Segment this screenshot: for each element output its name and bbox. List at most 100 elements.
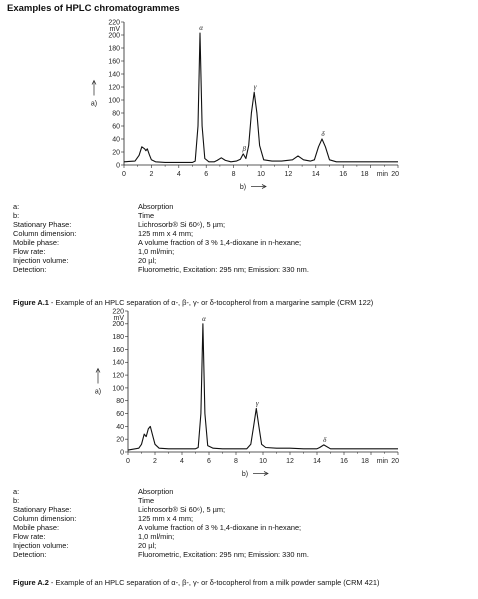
legend-a1-value: Lichrosorb® Si 60⁶), 5 µm;: [138, 220, 226, 229]
chart-a2-y-tick-label: 200: [112, 321, 124, 328]
chart-a2-y-tick-label: 100: [112, 385, 124, 392]
legend-a2-row: a: Absorption: [13, 487, 309, 496]
caption-a2: Figure A.2 - Example of an HPLC separati…: [13, 578, 379, 587]
legend-a2-row: Mobile phase: A volume fraction of 3 % 1,…: [13, 523, 309, 532]
chart-a1-x-tick-label: 14: [312, 171, 320, 178]
legend-a2-row: Flow rate: 1,0 ml/min;: [13, 532, 309, 541]
chart-a1-y-tick-label: 140: [108, 71, 120, 78]
chart-a1-peak-label: α: [199, 24, 203, 32]
legend-a2-value: Fluorometric, Excitation: 295 nm; Emissi…: [138, 550, 309, 559]
chart-a2-x-tick-label: 10: [259, 458, 267, 465]
legend-a1-key: Injection volume:: [13, 256, 69, 265]
legend-a1-value: A volume fraction of 3 % 1,4-dioxane in …: [138, 238, 302, 247]
chart-a1-peak-label: β: [241, 145, 246, 153]
legend-a1-key: Stationary Phase:: [13, 220, 72, 229]
chart-a2-x-tick-label: 18: [361, 458, 369, 465]
legend-a1-key: Flow rate:: [13, 247, 46, 256]
legend-a2-row: Detection: Fluorometric, Excitation: 295 …: [13, 550, 309, 559]
legend-a1-value: 20 µl;: [138, 256, 157, 265]
legend-a1-value: 125 mm x 4 mm;: [138, 229, 194, 238]
caption-a2-label: Figure A.2: [13, 578, 49, 587]
chart-a1-x-label: b): [240, 184, 246, 191]
legend-a2-value: Time: [138, 496, 155, 505]
legend-a1-row: Stationary Phase: Lichrosorb® Si 60⁶), 5 …: [13, 220, 309, 229]
legend-a1-row: Column dimension: 125 mm x 4 mm;: [13, 229, 309, 238]
chart-a1-peak-label: γ: [254, 83, 257, 91]
caption-a1-label: Figure A.1: [13, 298, 49, 307]
chart-a2-x-unit: min: [377, 458, 388, 465]
chart-a2-y-tick-label: 140: [112, 360, 124, 367]
chart-a2-y-tick-label: 60: [116, 411, 124, 418]
chart-a2-y-tick-label: 220: [112, 308, 124, 315]
legend-a1-row: b: Time: [13, 211, 309, 220]
chart-a2-y-tick-label: 180: [112, 334, 124, 341]
chart-a1-x-tick-label: 12: [285, 171, 293, 178]
chart-a2-trace: [127, 323, 398, 451]
chart-a2-peak-label: α: [202, 315, 206, 323]
chart-a2-x-tick-label: 6: [207, 458, 211, 465]
legend-a2-key: Injection volume:: [13, 541, 69, 550]
chart-a2-y-arrowhead: [95, 367, 101, 373]
chart-a1-x-arrowhead: [261, 184, 267, 189]
legend-a2-value: Lichrosorb® Si 60⁶), 5 µm;: [138, 505, 226, 514]
chart-a2-y-tick-label: 0: [120, 449, 124, 456]
chart-a1-y-tick-label: 20: [112, 149, 120, 156]
chart-a2-x-tick-label: 2: [153, 458, 157, 465]
legend-a1-row: a: Absorption: [13, 202, 309, 211]
caption-a1: Figure A.1 - Example of an HPLC separati…: [13, 298, 373, 307]
legend-a1-key: Mobile phase:: [13, 238, 60, 247]
chart-a1-x-tick-label: 10: [257, 171, 265, 178]
chart-a1-y-tick-label: 100: [108, 97, 120, 104]
legend-a2-value: A volume fraction of 3 % 1,4-dioxane in …: [138, 523, 302, 532]
legend-a2-value: Absorption: [138, 487, 174, 496]
chart-a1-y-unit: mV: [110, 26, 121, 33]
chart-a1-y-tick-label: 200: [108, 32, 120, 39]
chart-a1-x-tick-label: 4: [177, 171, 181, 178]
legend-a1-value: Time: [138, 211, 155, 220]
chart-a2-y-unit: mV: [114, 315, 125, 322]
chart-a1-x-unit: min: [377, 171, 388, 178]
chart-a1-y-tick-label: 0: [116, 162, 120, 169]
legend-a1-row: Injection volume: 20 µl;: [13, 256, 309, 265]
chart-a2-x-tick-label: 20: [391, 458, 399, 465]
legend-a2-key: Column dimension:: [13, 514, 77, 523]
chart-a2-y-tick-label: 80: [116, 398, 124, 405]
caption-a2-text: - Example of an HPLC separation of α-, β…: [48, 578, 380, 587]
chart-a2-peak-label: δ: [323, 436, 327, 444]
legend-a2-key: Stationary Phase:: [13, 505, 72, 514]
chart-a2-x-arrowhead: [263, 471, 269, 476]
legend-a2-value: 20 µl;: [138, 541, 157, 550]
legend-a2-value: 1,0 ml/min;: [138, 532, 175, 541]
caption-a1-text: - Example of an HPLC separation of α-, β…: [48, 298, 374, 307]
chart-a1-y-tick-label: 220: [108, 19, 120, 26]
chart-a2-y-tick-label: 160: [112, 347, 124, 354]
chart-a2-y-tick-label: 20: [116, 437, 124, 444]
chart-a1-x-tick-label: 6: [204, 171, 208, 178]
legend-a2-row: Stationary Phase: Lichrosorb® Si 60⁶), 5 …: [13, 505, 309, 514]
legend-a1-row: Mobile phase: A volume fraction of 3 % 1,…: [13, 238, 309, 247]
chart-a2-y-label: a): [95, 389, 101, 396]
chart-a1-x-tick-label: 20: [391, 171, 399, 178]
chart-a1-x-tick-label: 16: [339, 171, 347, 178]
legend-a2-key: Mobile phase:: [13, 523, 60, 532]
chart-a2-y-tick-label: 120: [112, 372, 124, 379]
chart-a1-trace: [123, 32, 398, 163]
legend-a1-value: Fluorometric, Excitation: 295 nm; Emissi…: [138, 265, 309, 274]
chart-a2-peak-label: γ: [256, 399, 259, 407]
chart-a2-x-label: b): [242, 471, 248, 478]
legend-a1-row: Detection: Fluorometric, Excitation: 295 …: [13, 265, 309, 274]
legend-a2-row: Injection volume: 20 µl;: [13, 541, 309, 550]
chart-a1-y-tick-label: 180: [108, 45, 120, 52]
legend-a2-key: b:: [13, 496, 20, 505]
chart-a2-x-tick-label: 14: [313, 458, 321, 465]
chart-a1-y-tick-label: 160: [108, 58, 120, 65]
chart-a1-y-label: a): [91, 101, 97, 108]
chart-a1-y-tick-label: 120: [108, 84, 120, 91]
chart-a2-x-tick-label: 16: [340, 458, 348, 465]
legend-a1-key: Column dimension:: [13, 229, 77, 238]
chart-a1-x-tick-label: 8: [232, 171, 236, 178]
legend-a2-row: Column dimension: 125 mm x 4 mm;: [13, 514, 309, 523]
chart-a1-x-tick-label: 0: [122, 171, 126, 178]
